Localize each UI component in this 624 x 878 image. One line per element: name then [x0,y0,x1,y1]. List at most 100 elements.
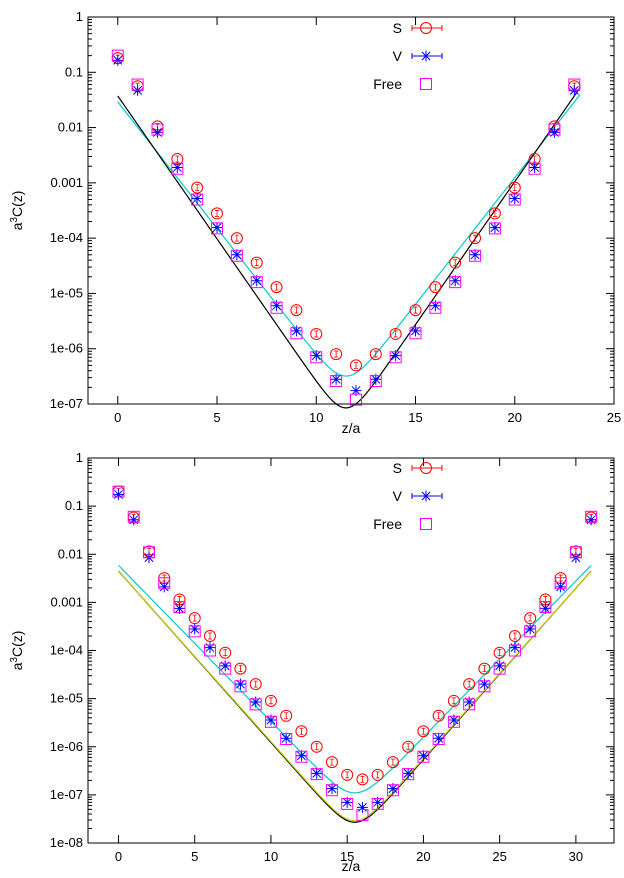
data-point [539,602,551,614]
data-point [158,577,171,590]
error-bar [284,712,289,720]
error-bar [451,697,456,705]
x-tick-label: 10 [264,849,278,864]
series-free [112,485,598,822]
data-point [508,644,521,657]
error-bar [353,361,358,369]
error-bar [314,743,319,751]
error-bar [497,649,502,657]
data-point [249,698,262,711]
error-bar [375,771,380,779]
data-point [372,796,384,808]
data-point [158,581,170,593]
error-bar [299,727,304,735]
data-point [417,750,430,763]
data-point [112,54,124,66]
error-bar [329,758,334,766]
data-point [349,393,362,406]
error-bar [528,614,533,622]
data-point [270,301,283,314]
data-point [410,325,422,337]
y-axis-label: a3C(z) [9,631,25,671]
data-point [151,123,164,136]
data-point [191,193,203,205]
y-tick-label: 0.1 [65,64,83,79]
data-point [171,161,183,173]
data-point [270,281,283,294]
error-bar [215,210,220,217]
error-bar [334,350,339,358]
data-point [295,750,308,763]
error-bar [223,649,228,657]
x-tick-label: 10 [309,410,323,425]
legend-marker [420,22,432,34]
data-point [250,276,263,289]
error-bar [413,306,418,314]
data-point [447,694,460,707]
data-point [447,715,460,728]
data-point [508,630,521,643]
data-point [330,348,343,361]
fit-line [117,94,581,377]
data-point [429,300,441,312]
error-bar [421,727,426,735]
error-bar [373,350,378,358]
data-point [249,678,262,691]
series-s [112,485,598,786]
data-point [469,249,481,261]
data-point [463,696,475,708]
data-point [111,49,124,62]
data-point [234,680,247,693]
data-point [508,193,521,206]
error-bar [492,210,497,217]
data-point [448,714,460,726]
data-point [371,768,384,781]
data-point [390,350,402,362]
data-point [280,732,293,745]
y-tick-label: 0.001 [50,594,83,609]
data-point [494,660,506,672]
legend-marker [420,462,432,474]
data-point [370,373,382,385]
plot-frame [87,457,615,844]
series-s [111,52,581,372]
error-bar [436,712,441,720]
data-point [409,327,422,340]
error-bar [268,697,273,705]
data-point [369,348,382,361]
data-point [128,514,140,526]
data-point [432,732,445,745]
legend: SV Free [373,460,443,532]
legend-label: S [393,20,402,36]
data-point [402,768,415,781]
data-point [371,797,384,810]
data-point [478,680,491,693]
data-point [469,249,482,262]
x-tick-label: 20 [508,410,522,425]
data-point [449,275,461,287]
data-point [585,514,597,526]
data-point [429,281,442,294]
data-point [290,327,303,340]
data-point [528,162,541,175]
error-bar [482,665,487,673]
legend-label: V [393,488,403,504]
error-bar [512,184,517,192]
data-point [131,78,144,91]
data-point [568,78,581,91]
x-tick-label: 15 [340,849,354,864]
data-point [389,327,402,340]
data-point [449,276,462,289]
legend: SV Free [373,20,443,92]
x-tick-label: 15 [408,410,422,425]
data-point [488,207,501,220]
fit-line [118,570,592,823]
data-point [326,783,338,795]
data-point [310,327,323,340]
data-point [264,715,277,728]
data-point [203,644,216,657]
data-point [234,662,247,675]
y-tick-label: 1e-08 [50,835,83,850]
data-point [204,642,216,654]
